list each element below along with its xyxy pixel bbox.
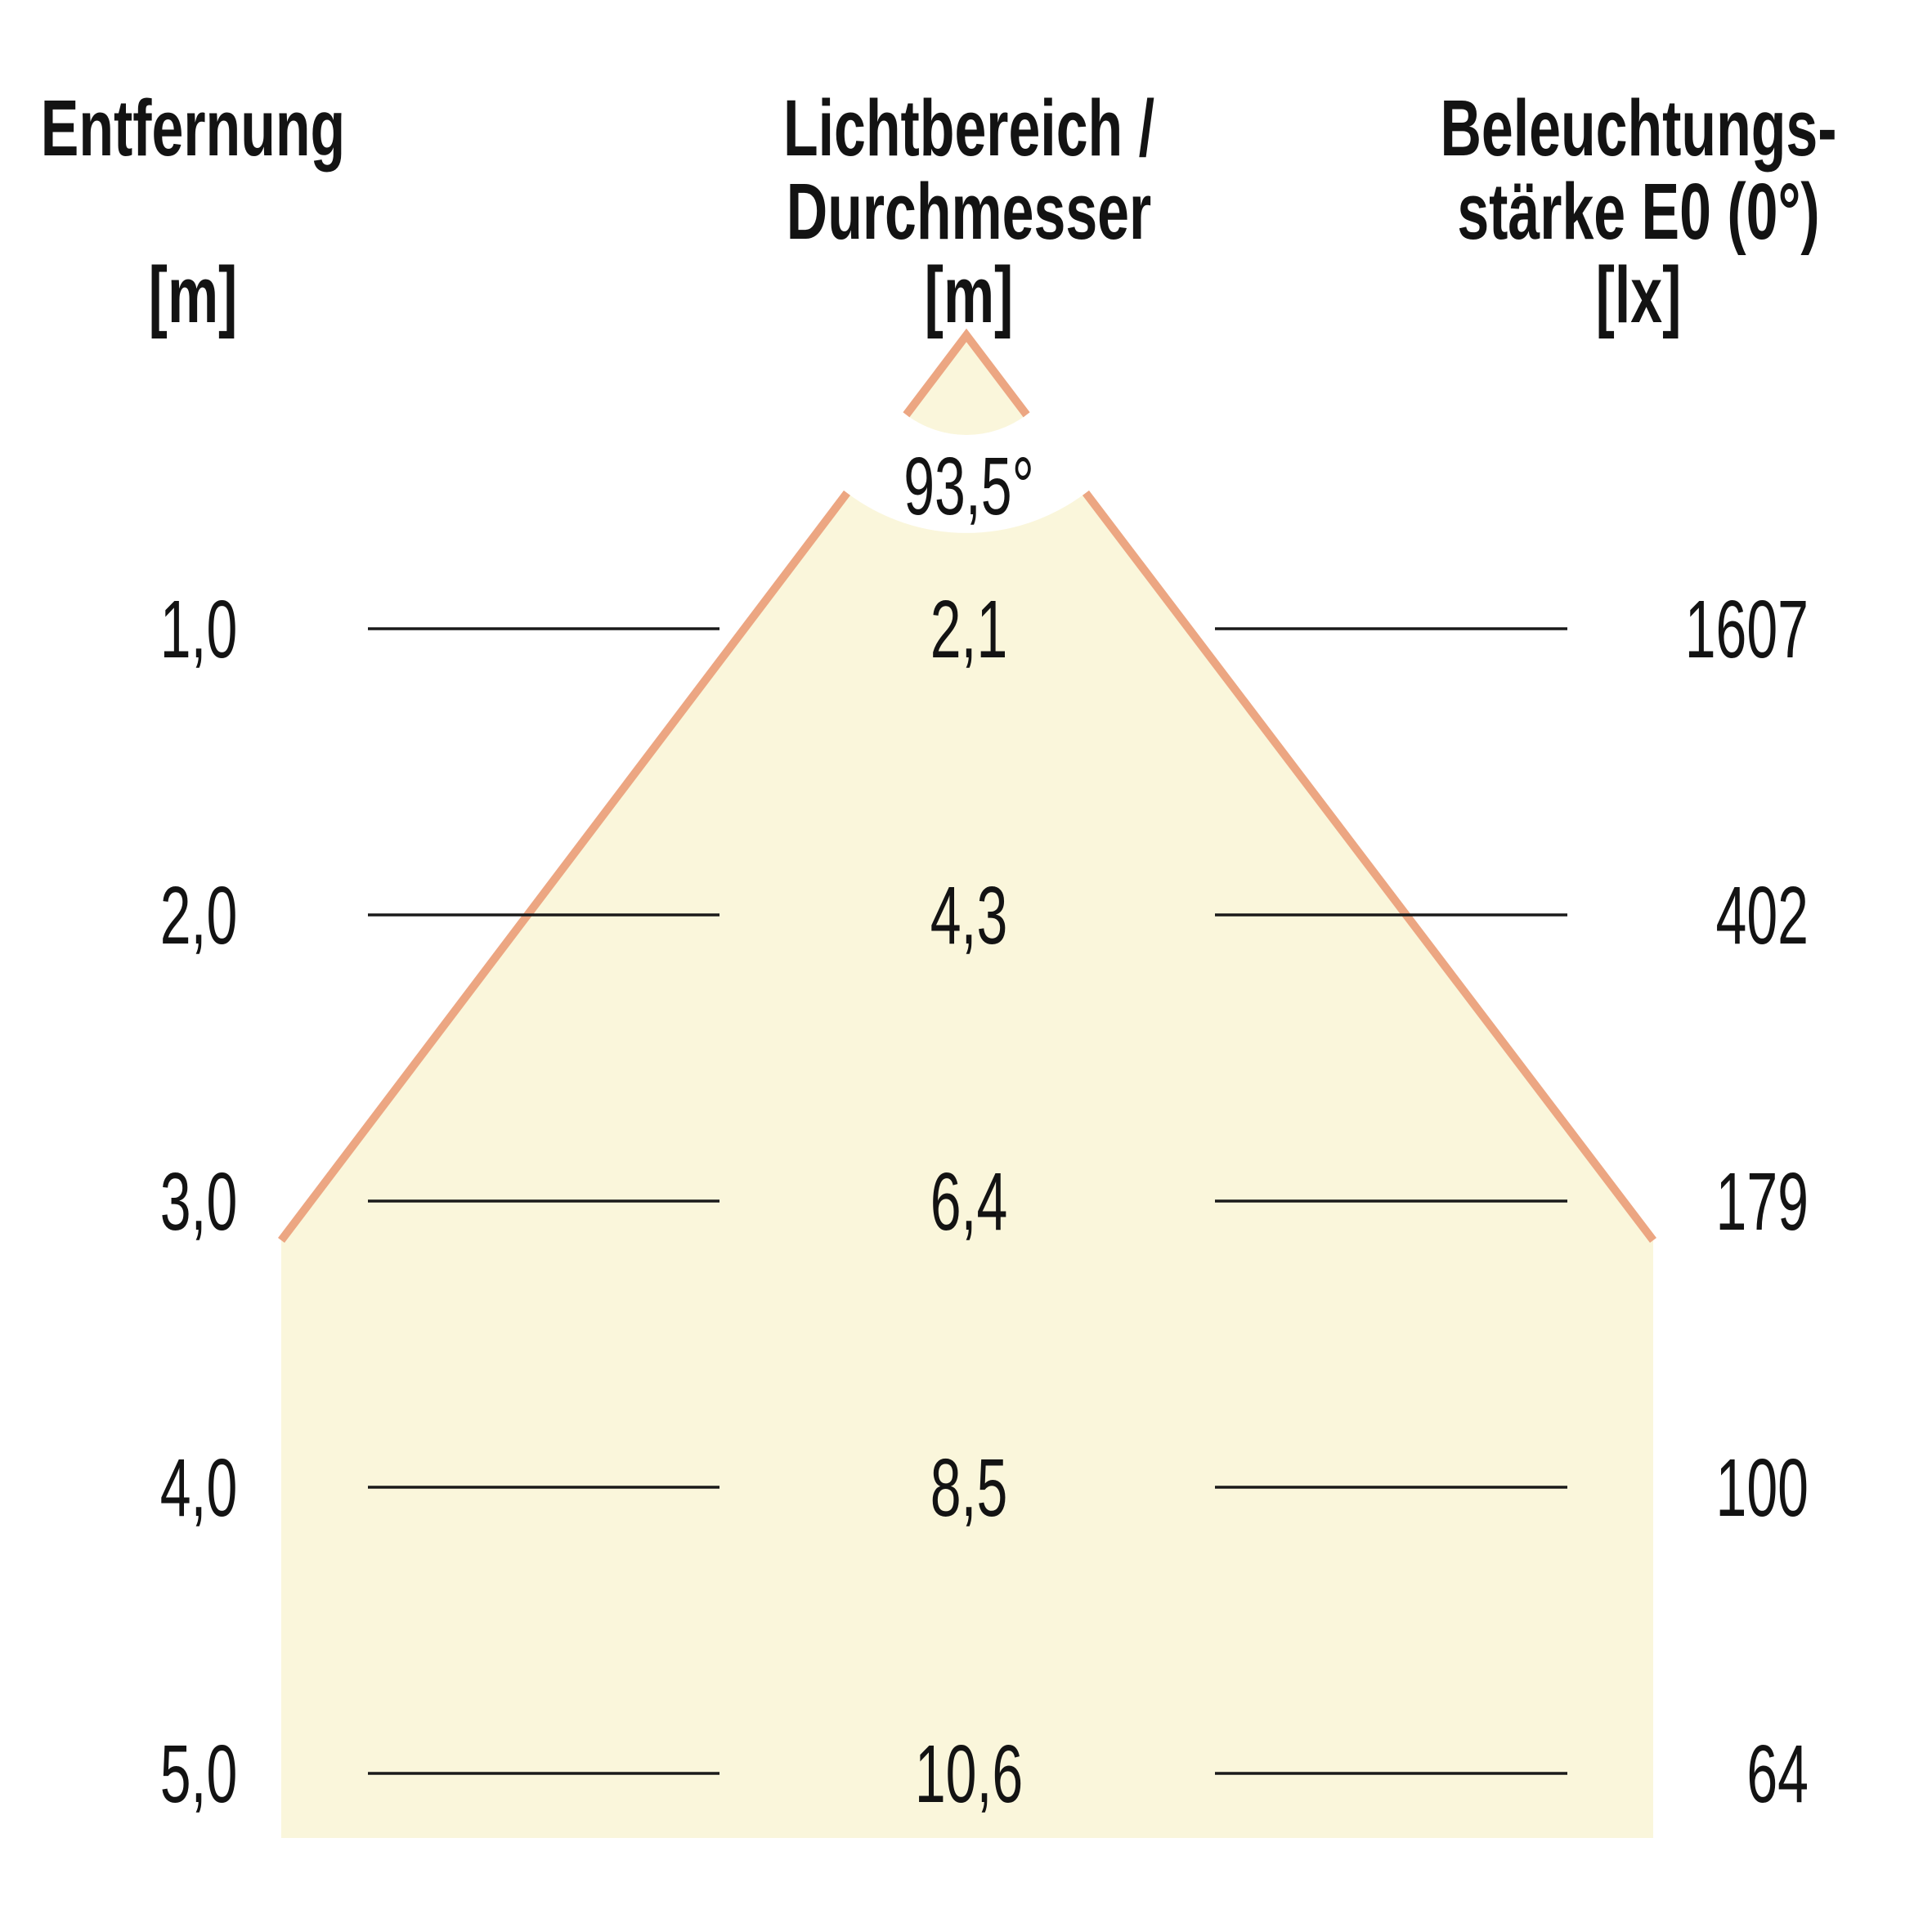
- distance-value: 3,0: [159, 1156, 238, 1248]
- illuminance-value: 1607: [1684, 584, 1809, 675]
- illuminance-value: 64: [1746, 1728, 1809, 1820]
- illuminance-value: 179: [1715, 1156, 1809, 1248]
- distance-value: 1,0: [159, 584, 238, 675]
- column-unit-illuminance: [lx]: [1595, 250, 1682, 339]
- distance-value: 4,0: [159, 1442, 238, 1534]
- column-unit-diameter: [m]: [924, 250, 1014, 339]
- column-title-illuminance-line1: Beleuchtungs-: [1440, 83, 1837, 173]
- column-unit-distance: [m]: [148, 250, 238, 339]
- cone-left-edge: [278, 490, 850, 1244]
- illuminance-value: 100: [1715, 1442, 1809, 1534]
- light-cone-body: [281, 492, 1653, 1838]
- cone-right-edge: [1083, 490, 1656, 1244]
- beam-angle-label: 93,5°: [903, 441, 1034, 532]
- apex-sector-outline: [903, 328, 1030, 418]
- diameter-value: 10,6: [914, 1728, 1024, 1820]
- column-title-distance: Entfernung: [40, 83, 346, 173]
- column-title-illuminance-line2: stärke E0 (0°): [1457, 167, 1820, 256]
- illuminance-value: 402: [1715, 870, 1809, 962]
- column-title-diameter-line2: Durchmesser: [786, 167, 1152, 256]
- column-title-diameter-line1: Lichtbereich /: [782, 83, 1155, 173]
- apex-sector: [906, 335, 1027, 436]
- diameter-value: 2,1: [930, 584, 1008, 675]
- distance-value: 2,0: [159, 870, 238, 962]
- diameter-value: 8,5: [930, 1442, 1008, 1534]
- diameter-value: 6,4: [930, 1156, 1008, 1248]
- diameter-value: 4,3: [930, 870, 1008, 962]
- distance-value: 5,0: [159, 1728, 238, 1820]
